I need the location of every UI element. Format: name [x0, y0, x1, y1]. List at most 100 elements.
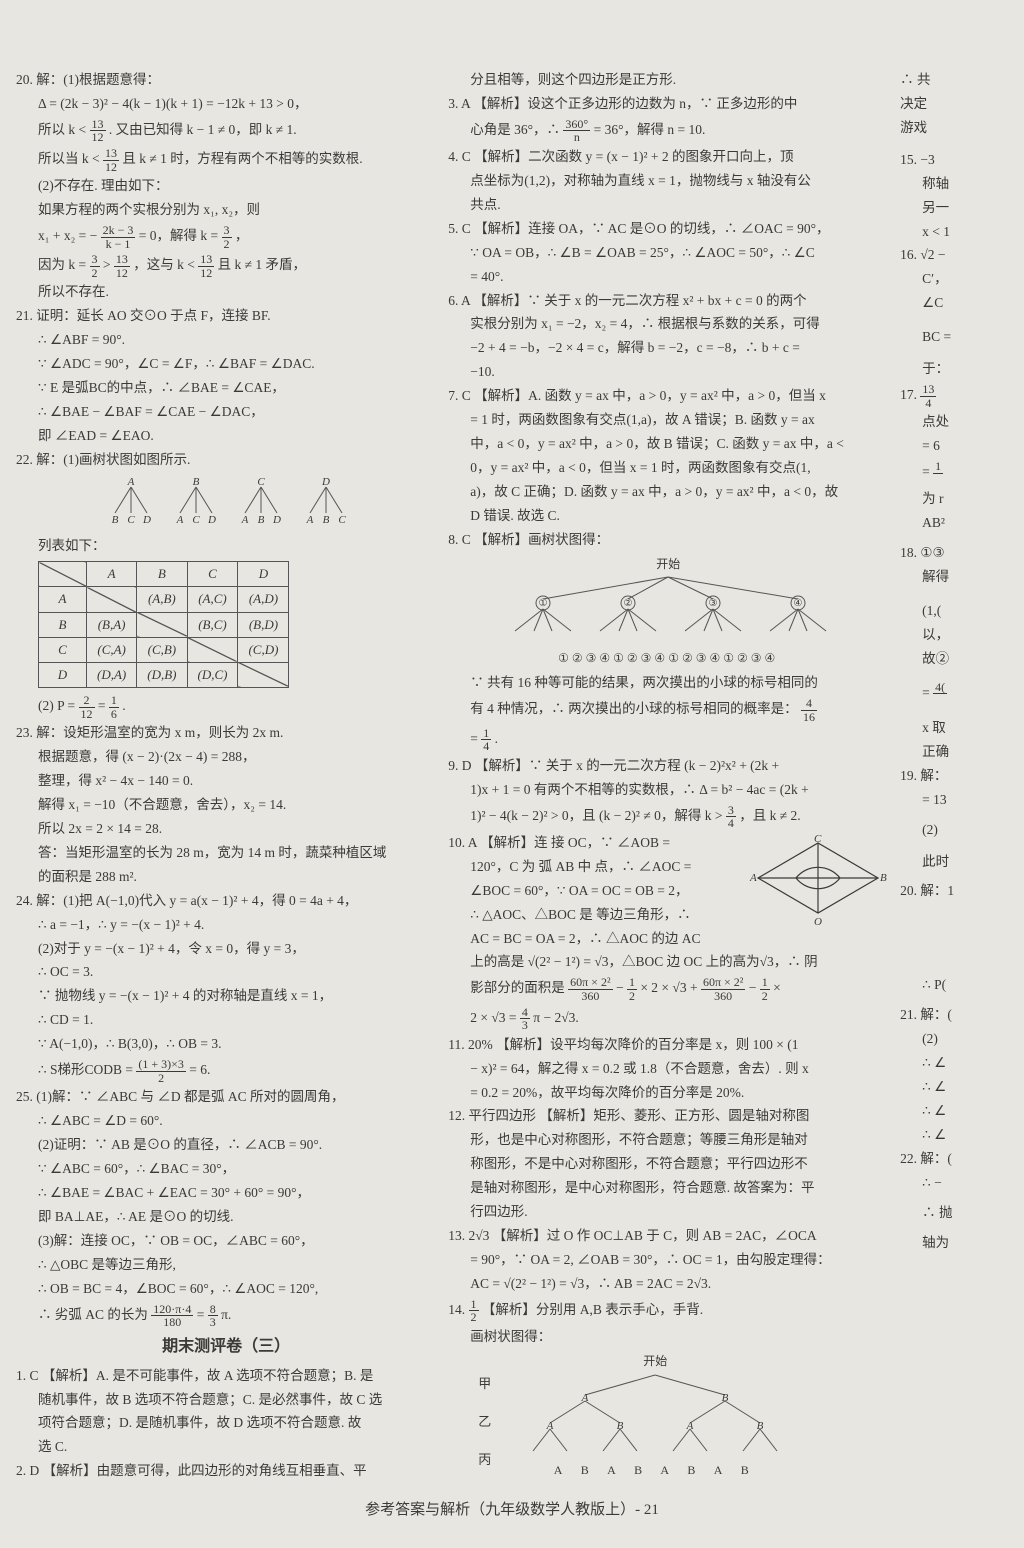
m-q11a: 11. 20% 【解析】设平均每次降价的百分率是 x，则 100 × (1 — [448, 1035, 888, 1056]
right-column: ∴ 共 决定 游戏 15. −3 称轴 另一 x < 1 16. √2 − C′… — [896, 70, 1024, 1486]
svg-text:A: A — [176, 514, 184, 525]
svg-text:①: ① — [539, 598, 548, 609]
rhombus-figure-icon: CA BO — [748, 833, 888, 928]
m-q14b: 画树状图得： — [448, 1327, 888, 1348]
r: x 取 — [900, 718, 1016, 739]
tree-leaves: A B A B A B A B — [505, 1461, 805, 1480]
q20-l4: 所以当 k < 1312 且 k ≠ 1 时，方程有两个不相等的实数根. — [16, 147, 436, 173]
q25-l6: 即 BA⊥AE，∴ AE 是⊙O 的切线. — [16, 1207, 436, 1228]
txt: = — [98, 698, 109, 713]
m-q5a: 5. C 【解析】连接 OA，∵ AC 是⊙O 的切线，∴ ∠OAC = 90°… — [448, 219, 888, 240]
m-q6c: −2 + 4 = −b，−2 × 4 = c，解得 b = −2，c = −8，… — [448, 338, 888, 359]
q21-l1: 21. 证明：延长 AO 交⊙O 于点 F，连接 BF. — [16, 306, 436, 327]
m-q7b: = 1 时，两函数图象有交点(1,a)，故 A 错误；B. 函数 y = ax — [448, 410, 888, 431]
q25-l7: (3)解：连接 OC，∵ OB = OC，∠ABC = 60°， — [16, 1231, 436, 1252]
txt: ∴ S梯形CODB = — [38, 1062, 136, 1077]
m-q4a: 4. C 【解析】二次函数 y = (x − 1)² + 2 的图象开口向上，顶 — [448, 147, 888, 168]
frac-icon: 12 — [760, 976, 770, 1002]
q20-l1: 20. 解：(1)根据题意得： — [16, 70, 436, 91]
r: C′， — [900, 269, 1016, 290]
tree-top: 开始 — [448, 555, 888, 574]
q21-l6: 即 ∠EAD = ∠EAO. — [16, 426, 436, 447]
svg-text:④: ④ — [794, 598, 803, 609]
q21-l4: ∵ E 是弧BC的中点，∴ ∠BAE = ∠CAE， — [16, 378, 436, 399]
frac-icon: 32 — [90, 253, 100, 279]
svg-text:C: C — [127, 514, 135, 525]
m-q4b: 点坐标为(1,2)，对称轴为直线 x = 1，抛物线与 x 轴没有公 — [448, 171, 888, 192]
q25-l8: ∴ △OBC 是等边三角形, — [16, 1255, 436, 1276]
r: 故② — [900, 649, 1016, 670]
q20-l8: 因为 k = 32 > 1312 ，这与 k < 1312 且 k ≠ 1 矛盾… — [16, 253, 436, 279]
svg-text:C: C — [257, 476, 265, 488]
q22-l2: 列表如下： — [16, 536, 436, 557]
m-q14a: 14. 12 【解析】分别用 A,B 表示手心，手背. — [448, 1298, 888, 1324]
q21-l5: ∴ ∠BAE − ∠BAF = ∠CAE − ∠DAC， — [16, 402, 436, 423]
svg-text:B: B — [722, 1392, 729, 1404]
txt: − — [616, 981, 627, 996]
m-q8b: ∵ 共有 16 种等可能的结果，两次摸出的小球的标号相同的 — [448, 673, 888, 694]
frac-icon: 34 — [726, 804, 736, 830]
th: B — [137, 562, 187, 587]
table-row: C(C,A) (C,B)(C,D) — [39, 637, 289, 662]
svg-text:B: B — [617, 1420, 624, 1432]
q23-l7: 的面积是 288 m². — [16, 867, 436, 888]
svg-text:A: A — [581, 1392, 589, 1404]
q25-l4: ∵ ∠ABC = 60°，∴ ∠BAC = 30°， — [16, 1159, 436, 1180]
svg-text:B: B — [112, 514, 119, 525]
m-q6a: 6. A 【解析】∵ 关于 x 的一元二次方程 x² + bx + c = 0 … — [448, 291, 888, 312]
row-label: 甲 — [478, 1374, 491, 1394]
svg-text:A: A — [127, 476, 135, 488]
frac-icon: 1 — [933, 460, 943, 486]
table-row: A (A,B)(A,C)(A,D) — [39, 587, 289, 612]
frac-icon: 60π × 2²360 — [568, 976, 612, 1002]
q23-l1: 23. 解：设矩形温室的宽为 x m，则长为 2x m. — [16, 723, 436, 744]
table-row: B(B,A) (B,C)(B,D) — [39, 612, 289, 637]
r: 15. −3 — [900, 150, 1016, 171]
r: 轴为 — [900, 1233, 1016, 1254]
m-q9b: 1)x + 1 = 0 有两个不相等的实数根，∴ Δ = b² − 4ac = … — [448, 780, 888, 801]
q20-l5: (2)不存在. 理由如下： — [16, 176, 436, 197]
q24-l1: 24. 解：(1)把 A(−1,0)代入 y = a(x − 1)² + 4，得… — [16, 891, 436, 912]
tree-icon: ① ② ③ ④ — [488, 573, 848, 643]
q22-l3: (2) P = 212 = 16 . — [16, 694, 436, 720]
end-d1: 2. D 【解析】由题意可得，此四边形的对角线互相垂直、平 — [16, 1461, 436, 1482]
frac-icon: 1312 — [90, 118, 106, 144]
q21-l3: ∵ ∠ADC = 90°，∠C = ∠F，∴ ∠BAF = ∠DAC. — [16, 354, 436, 375]
txt: × — [773, 981, 781, 996]
frac-icon: 43 — [520, 1006, 530, 1032]
mid-column: 分且相等，则这个四边形是正方形. 3. A 【解析】设这个正多边形的边数为 n，… — [444, 70, 896, 1486]
r: 于： — [900, 359, 1016, 380]
r: = 13 — [900, 790, 1016, 811]
txt: x₁ + x₂ = − — [38, 228, 101, 243]
frac-icon: 212 — [79, 694, 95, 720]
q23-l6: 答：当矩形温室的长为 28 m，宽为 14 m 时，蔬菜种植区域 — [16, 843, 436, 864]
q24-l5: ∵ 抛物线 y = −(x − 1)² + 4 的对称轴是直线 x = 1， — [16, 986, 436, 1007]
q14-tree: 甲 乙 丙 开始 — [478, 1352, 888, 1480]
r: 17. 134 — [900, 383, 1016, 409]
r: AB² — [900, 513, 1016, 534]
frac-icon: 2k − 3k − 1 — [101, 224, 136, 250]
m-q12a: 12. 平行四边形 【解析】矩形、菱形、正方形、圆是轴对称图 — [448, 1106, 888, 1127]
table-head — [39, 562, 87, 587]
tree-leaves: ①②③④①②③④①②③④①②③④ — [448, 649, 888, 668]
r: = 6 — [900, 436, 1016, 457]
m-q11c: = 0.2 = 20%，故平均每次降价的百分率是 20%. — [448, 1083, 888, 1104]
r: BC = — [900, 327, 1016, 348]
q20-l9: 所以不存在. — [16, 282, 436, 303]
txt: × 2 × √3 + — [640, 981, 701, 996]
r: 游戏 — [900, 118, 1016, 139]
q22-table: A B C D A (A,B)(A,C)(A,D) B(B,A) (B,C)(B… — [38, 561, 289, 688]
frac-icon: 1312 — [198, 253, 214, 279]
txt: . 又由已知得 k − 1 ≠ 0，即 k ≠ 1. — [109, 122, 297, 137]
th: C — [187, 562, 238, 587]
m-q7c: 中，a < 0，y = ax² 中，a > 0，故 B 错误；C. 函数 y =… — [448, 434, 888, 455]
r: 22. 解：( — [900, 1149, 1016, 1170]
r: 点处 — [900, 412, 1016, 433]
q8-tree: 开始 ① ② ③ ④ ①②③④①②③④①②③④①②③④ — [448, 555, 888, 668]
frac-icon: 416 — [801, 697, 817, 723]
table-row: D(D,A) (D,B)(D,C) — [39, 662, 289, 687]
section-title: 期末测评卷（三） — [16, 1335, 436, 1360]
q23-l4: 解得 x₁ = −10（不合题意，舍去），x₂ = 14. — [16, 795, 436, 816]
txt: ， — [235, 228, 249, 243]
m-q10f: 上的高是 √(2² − 1²) = √3，△BOC 边 OC 上的高为√3，∴ … — [448, 952, 888, 973]
